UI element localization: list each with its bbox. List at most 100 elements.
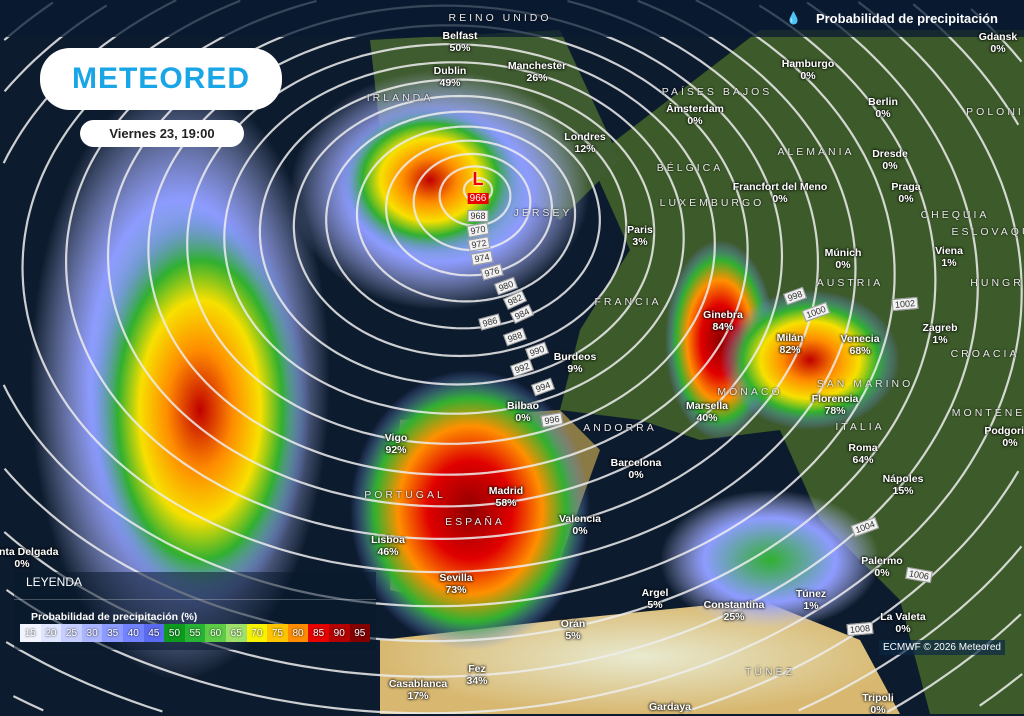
- country-label: ITALIA: [835, 421, 885, 433]
- forecast-time-label[interactable]: Viernes 23, 19:00: [80, 120, 244, 147]
- city-label[interactable]: Vigo 92%: [385, 432, 408, 456]
- isobar-label: 1002: [891, 296, 919, 312]
- city-probability: 49%: [439, 77, 461, 89]
- city-label[interactable]: Belfast 50%: [442, 30, 477, 54]
- city-label[interactable]: Viena 1%: [935, 245, 963, 269]
- city-label[interactable]: Valencia 0%: [559, 513, 601, 537]
- city-name: Ginebra: [703, 309, 743, 321]
- city-name: Gdansk: [978, 31, 1018, 43]
- city-label[interactable]: Madrid 58%: [489, 485, 523, 509]
- city-label[interactable]: Dresde 0%: [872, 148, 908, 172]
- city-label[interactable]: Barcelona 0%: [611, 457, 662, 481]
- city-label[interactable]: Hamburgo 0%: [782, 58, 835, 82]
- city-label[interactable]: Praga 0%: [891, 181, 920, 205]
- city-name: Zagreb: [922, 322, 958, 334]
- city-label[interactable]: Nápoles 15%: [883, 473, 924, 497]
- legend-step: 85: [308, 624, 329, 642]
- isobar-line: [292, 94, 628, 358]
- city-probability: 3%: [632, 236, 648, 248]
- legend-title: Probabilidad de precipitación (%): [31, 611, 198, 623]
- city-label[interactable]: Constantina 25%: [704, 599, 765, 623]
- city-probability: 0%: [1002, 437, 1018, 449]
- city-name: Ámsterdam: [666, 103, 724, 115]
- city-label[interactable]: Palermo 0%: [861, 555, 902, 579]
- city-label[interactable]: Lisboa 46%: [371, 534, 405, 558]
- city-label[interactable]: Argel 5%: [642, 587, 669, 611]
- city-label[interactable]: Fez 34%: [466, 663, 487, 687]
- city-label[interactable]: Sevilla 73%: [439, 572, 472, 596]
- legend-color-scale: 15 20 25 30 35 40 45 50 55 60 65 70 75 80 85 90 95: [20, 624, 371, 642]
- city-label[interactable]: Paris 3%: [627, 224, 653, 248]
- city-name: Palermo: [861, 555, 903, 567]
- city-name: Viena: [935, 245, 963, 257]
- city-name: Manchester: [507, 60, 567, 72]
- city-label[interactable]: Londres 12%: [564, 131, 605, 155]
- isobar-line: [979, 673, 1023, 707]
- city-label[interactable]: Gdansk 0%: [979, 31, 1018, 55]
- city-probability: 58%: [495, 497, 517, 509]
- city-label[interactable]: Zagreb 1%: [922, 322, 957, 346]
- country-label: LUXEMBURGO: [659, 197, 765, 209]
- country-label: REINO UNIDO: [448, 12, 552, 24]
- city-probability: 68%: [849, 345, 871, 357]
- city-label[interactable]: Ámsterdam 0%: [666, 103, 724, 127]
- legend-heading[interactable]: LEYENDA: [26, 575, 83, 589]
- legend-step: 15: [20, 624, 41, 642]
- city-label[interactable]: Florencia 78%: [812, 393, 859, 417]
- city-label[interactable]: Berlin 0%: [868, 96, 898, 120]
- city-label[interactable]: Orán 5%: [561, 618, 586, 642]
- country-label: CROACIA: [950, 348, 1020, 360]
- city-label[interactable]: Ginebra 84%: [703, 309, 743, 333]
- city-label[interactable]: Venecia 68%: [840, 333, 879, 357]
- city-probability: 34%: [466, 675, 488, 687]
- city-probability: 5%: [565, 630, 581, 642]
- low-pressure-marker: L 966: [467, 170, 489, 206]
- isobar-line: [385, 139, 553, 277]
- meteored-logo[interactable]: METEORED: [40, 48, 282, 110]
- city-probability: 0%: [515, 412, 531, 424]
- city-label[interactable]: Francfort del Meno 0%: [733, 181, 828, 205]
- city-name: Ponta Delgada: [0, 546, 59, 558]
- city-name: Nápoles: [882, 473, 924, 485]
- country-label: FRANCIA: [594, 296, 662, 308]
- city-label[interactable]: Múnich 0%: [825, 247, 862, 271]
- country-label: PAÍSES BAJOS: [661, 86, 773, 98]
- city-label[interactable]: Roma 64%: [848, 442, 877, 466]
- top-bar: 💧 Probabilidad de precipitación: [0, 0, 1024, 37]
- city-label[interactable]: Gardaya: [649, 701, 691, 713]
- city-label[interactable]: Podgorica0%: [984, 425, 1024, 449]
- legend-divider: [14, 599, 376, 600]
- city-probability: 0%: [835, 259, 851, 271]
- city-probability: 0%: [628, 469, 644, 481]
- city-label[interactable]: Burdeos 9%: [554, 351, 597, 375]
- layer-title: Probabilidad de precipitación: [815, 11, 998, 26]
- city-name: Marsella: [685, 400, 729, 412]
- city-label[interactable]: Túnez 1%: [796, 588, 826, 612]
- city-label[interactable]: Milán 82%: [777, 332, 804, 356]
- country-label: IRLANDA: [366, 92, 434, 104]
- city-probability: 50%: [449, 42, 471, 54]
- city-label[interactable]: Tripoli 0%: [862, 692, 894, 716]
- city-name: Orán: [560, 618, 586, 630]
- city-probability: 0%: [687, 115, 703, 127]
- isobar-line: [147, 24, 749, 476]
- city-probability: 25%: [723, 611, 745, 623]
- city-label[interactable]: Casablanca 17%: [389, 678, 447, 702]
- city-name: Barcelona: [610, 457, 662, 469]
- country-label: CHEQUIA: [920, 209, 990, 221]
- city-probability: 26%: [526, 72, 548, 84]
- city-label[interactable]: Dublin 49%: [434, 65, 467, 89]
- city-name: Vigo: [384, 432, 408, 444]
- city-label[interactable]: Marsella 40%: [686, 400, 728, 424]
- city-label[interactable]: Bilbao 0%: [507, 400, 539, 424]
- legend-step: 40: [122, 624, 144, 642]
- city-label[interactable]: Manchester 26%: [508, 60, 566, 84]
- city-probability: 92%: [385, 444, 407, 456]
- city-probability: 0%: [572, 525, 588, 537]
- city-probability: 0%: [772, 193, 788, 205]
- city-name: Valencia: [558, 513, 602, 525]
- city-label[interactable]: La Valeta 0%: [880, 611, 926, 635]
- city-name: Florencia: [811, 393, 859, 405]
